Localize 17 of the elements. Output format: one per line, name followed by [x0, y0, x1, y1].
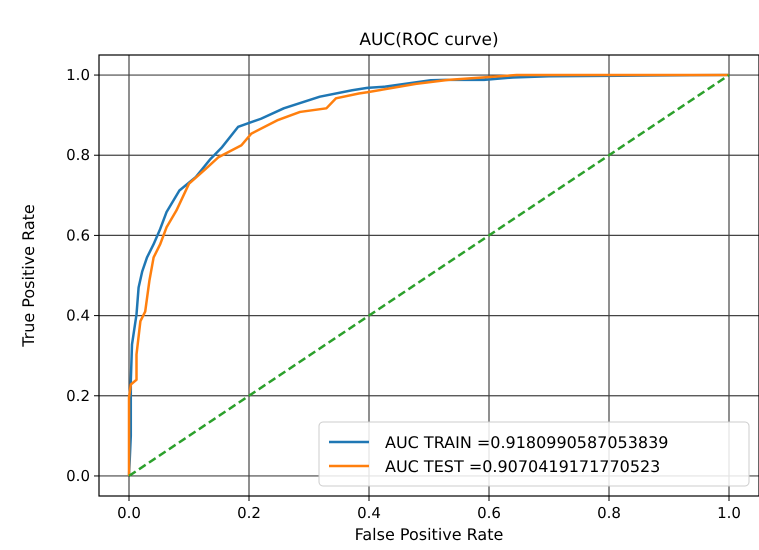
- x-tick-label: 0.0: [117, 504, 141, 522]
- y-tick-label: 0.4: [66, 306, 90, 325]
- x-tick-label: 0.4: [357, 504, 381, 522]
- legend-label: AUC TRAIN =0.9180990587053839: [385, 433, 668, 452]
- x-tick-label: 0.6: [477, 504, 501, 522]
- chart-title: AUC(ROC curve): [359, 30, 499, 50]
- y-tick-label: 0.6: [66, 226, 90, 244]
- y-axis-title: True Positive Rate: [19, 204, 38, 348]
- y-tick-label: 1.0: [66, 66, 90, 84]
- x-tick-label: 1.0: [717, 504, 741, 522]
- x-axis-title: False Positive Rate: [354, 525, 504, 544]
- y-tick-label: 0.2: [66, 386, 90, 405]
- y-tick-label: 0.0: [66, 466, 90, 485]
- x-tick-label: 0.8: [597, 504, 621, 522]
- legend-label: AUC TEST =0.9070419171770523: [385, 457, 660, 476]
- y-tick-label: 0.8: [66, 146, 90, 164]
- x-tick-label: 0.2: [237, 504, 261, 522]
